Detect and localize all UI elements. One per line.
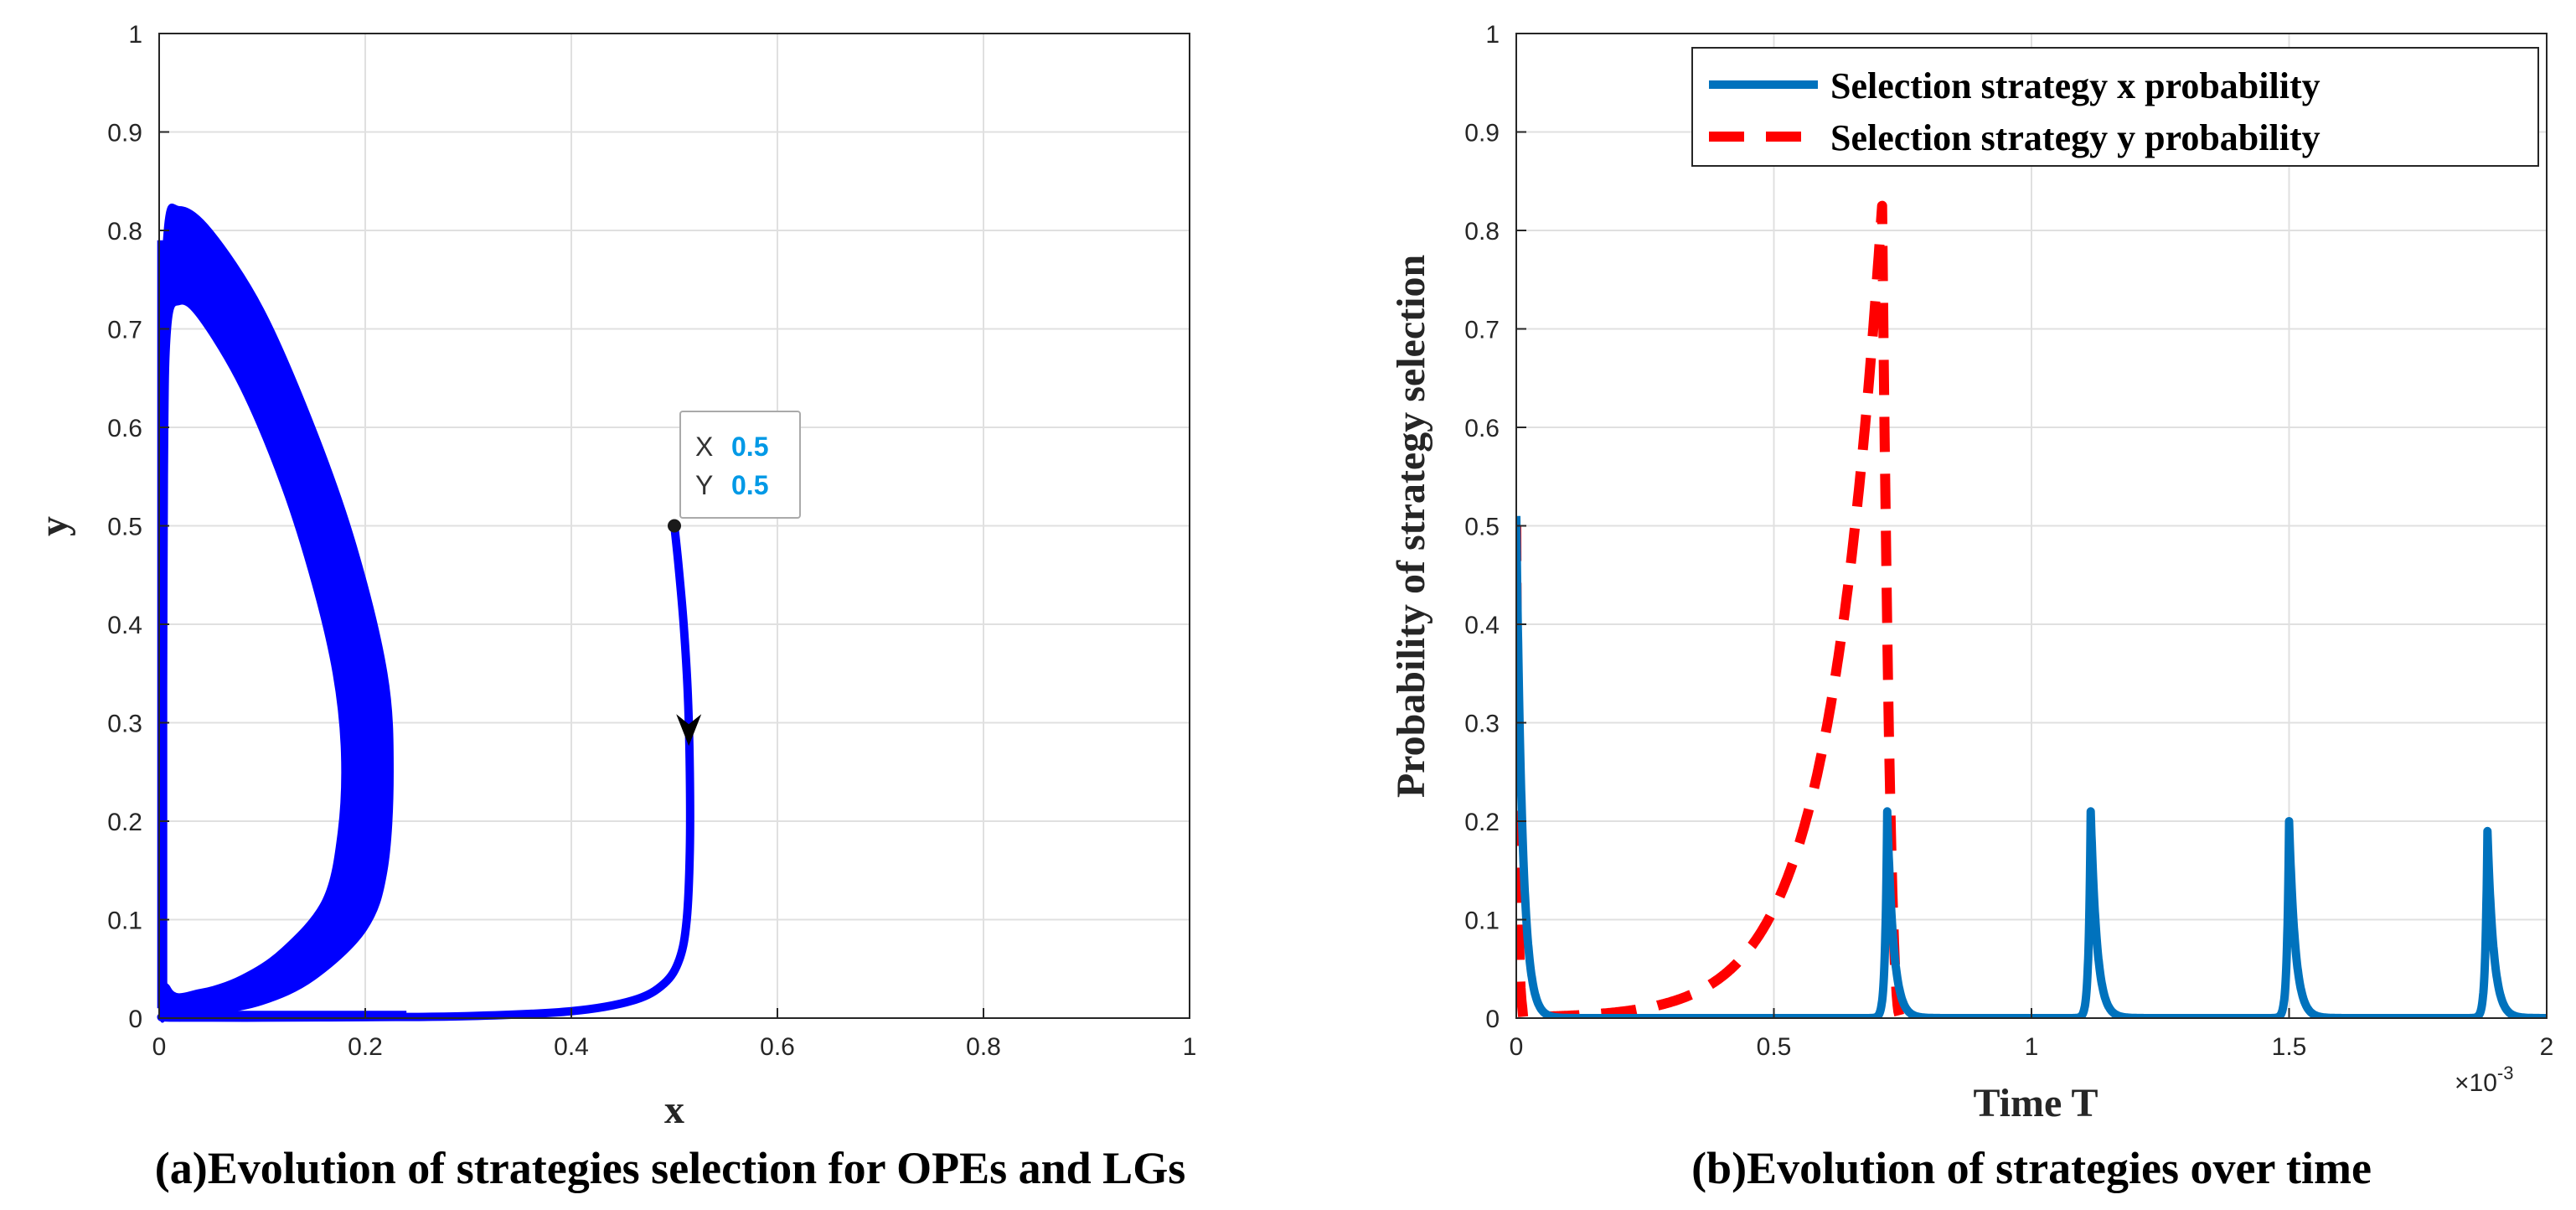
phase-x-tick-label: 0.4 [554, 1033, 589, 1061]
phase-ticks: 0 0.2 0.4 0.6 0.8 1 0 0.1 0.2 0.3 0.4 0.5 0.6 0.7 0.8 0… [107, 21, 1196, 1061]
phase-x-label: x [664, 1088, 684, 1132]
legend: Selection strategy x probability Selecti… [1691, 47, 2539, 167]
phase-x-tick-label: 0.6 [760, 1033, 795, 1061]
time-y-tick-label: 0.5 [1464, 514, 1500, 541]
time-y-tick-label: 0 [1485, 1006, 1500, 1033]
time-series-panel: 0 0.5 1 1.5 2 0 0.1 0.2 0.3 0.4 0.5 0.6 0.7 0.8 0.9 1 ×… [1389, 21, 2553, 1193]
time-x-tick-label: 0 [1510, 1033, 1524, 1061]
phase-y-tick-label: 0.1 [107, 908, 142, 935]
datatip-y-key: Y [695, 470, 713, 500]
legend-label-x: Selection strategy x probability [1830, 65, 2320, 106]
phase-y-tick-label: 0.9 [107, 120, 142, 147]
time-x-tick-label: 2 [2540, 1033, 2554, 1061]
phase-y-label: y [32, 516, 76, 536]
time-y-tick-label: 0.7 [1464, 317, 1500, 344]
time-y-tick-label: 0.6 [1464, 415, 1500, 442]
phase-y-tick-label: 0.4 [107, 612, 142, 639]
phase-y-tick-label: 0.5 [107, 514, 142, 541]
datatip-x-key: X [695, 432, 713, 462]
phase-y-tick-label: 0 [128, 1006, 142, 1033]
phase-y-tick-label: 0.7 [107, 317, 142, 344]
time-y-tick-label: 0.3 [1464, 711, 1500, 738]
phase-y-tick-label: 0.2 [107, 809, 142, 836]
phase-y-tick-label: 1 [128, 21, 142, 49]
datatip-box [679, 411, 801, 519]
time-y-tick-label: 0.9 [1464, 120, 1500, 147]
phase-x-tick-label: 0.8 [966, 1033, 1001, 1061]
phase-y-tick-label: 0.8 [107, 218, 142, 246]
phase-y-tick-label: 0.3 [107, 711, 142, 738]
x-exponent-label: ×10-3 [2455, 1063, 2513, 1097]
datatip-x-value: 0.5 [731, 432, 768, 462]
time-y-tick-label: 0.4 [1464, 612, 1500, 639]
time-x-tick-label: 1 [2025, 1033, 2039, 1061]
phase-x-tick-label: 0 [152, 1033, 167, 1061]
time-y-tick-label: 0.2 [1464, 809, 1500, 836]
time-y-tick-label: 1 [1485, 21, 1500, 49]
time-x-label: Time T [1974, 1081, 2098, 1125]
phase-x-tick-label: 1 [1183, 1033, 1197, 1061]
time-y-tick-label: 0.1 [1464, 908, 1500, 935]
phase-x-tick-label: 0.2 [348, 1033, 383, 1061]
phase-portrait-panel: X 0.5 Y 0.5 0 0.2 0.4 0.6 0.8 100.10.20.30.40… [32, 21, 1196, 1193]
time-y-label: Probability of strategy selection [1389, 255, 1433, 798]
time-ticks: 0 0.5 1 1.5 2 0 0.1 0.2 0.3 0.4 0.5 0.6 0.7 0.8 0.9 1 [1464, 21, 2553, 1061]
legend-label-y: Selection strategy y probability [1830, 117, 2320, 158]
time-x-tick-label: 1.5 [2272, 1033, 2307, 1061]
legend-box [1691, 47, 2539, 167]
caption-a: (a)Evolution of strategies selection for… [155, 1143, 1185, 1193]
caption-b: (b)Evolution of strategies over time [1691, 1143, 2372, 1193]
datatip-y-value: 0.5 [731, 470, 768, 500]
phase-y-tick-label: 0.6 [107, 415, 142, 442]
start-point-marker[interactable] [668, 519, 681, 533]
time-y-tick-label: 0.8 [1464, 218, 1500, 246]
time-x-tick-label: 0.5 [1757, 1033, 1792, 1061]
datatip[interactable]: X 0.5 Y 0.5 [679, 411, 801, 519]
direction-arrow [676, 714, 702, 747]
